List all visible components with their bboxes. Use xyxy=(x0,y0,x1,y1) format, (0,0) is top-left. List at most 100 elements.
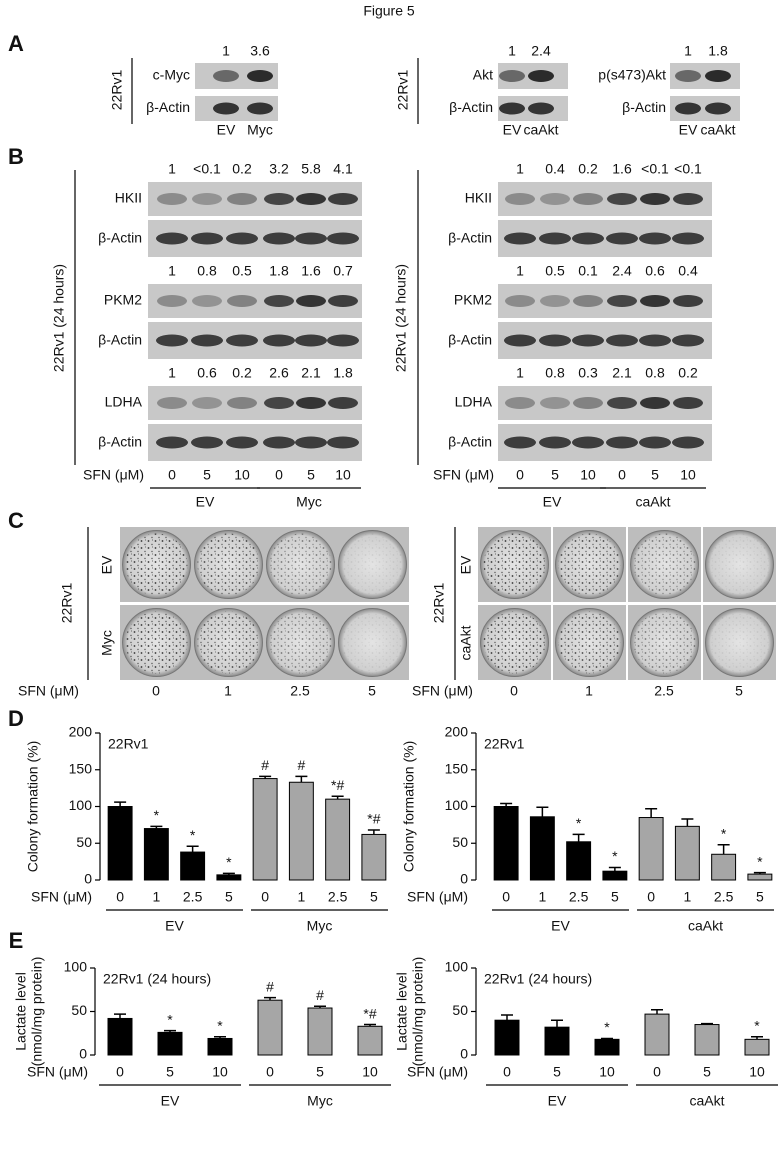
bar xyxy=(566,841,592,881)
band xyxy=(226,334,258,347)
bar xyxy=(257,999,283,1056)
band xyxy=(672,436,704,449)
band xyxy=(156,232,188,245)
quantity: 1.8 xyxy=(333,365,353,381)
loading-control: β-Actin xyxy=(98,434,142,450)
band xyxy=(157,295,187,307)
band xyxy=(327,334,359,347)
x-tick-label: 5 xyxy=(703,1064,711,1080)
band xyxy=(673,193,703,205)
band xyxy=(573,193,603,205)
x-tick-label: 0 xyxy=(502,889,510,905)
error-bar xyxy=(536,806,549,817)
band xyxy=(505,193,535,205)
quantity: 0.2 xyxy=(232,365,252,381)
error-bar xyxy=(500,802,513,807)
colonies xyxy=(558,533,621,596)
band xyxy=(227,295,257,307)
band xyxy=(192,397,222,409)
quantity: <0.1 xyxy=(641,161,669,177)
dose: 5 xyxy=(551,467,559,483)
error-bar xyxy=(259,775,272,779)
band xyxy=(264,295,294,307)
quantity: 1.6 xyxy=(301,263,321,279)
bar xyxy=(361,833,387,881)
x-axis-label: SFN (μM) xyxy=(407,1064,468,1080)
band xyxy=(499,102,525,115)
y-tick-label: 200 xyxy=(445,724,469,740)
dose: 0 xyxy=(510,683,518,699)
band xyxy=(328,397,358,409)
dose: 0 xyxy=(168,467,176,483)
colonies xyxy=(269,611,332,674)
bar xyxy=(711,853,737,881)
x-axis-label: SFN (μM) xyxy=(407,889,468,905)
dose-label: SFN (μM) xyxy=(433,467,494,483)
protein-label: LDHA xyxy=(455,394,493,410)
bar xyxy=(638,817,664,881)
significance-mark: * xyxy=(754,1017,760,1033)
bar xyxy=(494,1019,520,1056)
error-bar xyxy=(314,1005,326,1009)
x-tick-label: 1 xyxy=(683,889,691,905)
x-tick-label: 2.5 xyxy=(569,889,589,905)
significance-mark: * xyxy=(721,825,727,841)
y-axis-label: Lactate level xyxy=(13,972,29,1051)
quantity: 3.6 xyxy=(250,43,270,59)
error-bar xyxy=(295,775,308,783)
group-label: EV xyxy=(551,918,570,934)
quantity: 0.6 xyxy=(197,365,217,381)
band xyxy=(213,70,239,82)
colonies xyxy=(125,611,188,674)
lane-label: EV xyxy=(503,122,522,138)
error-bar xyxy=(186,845,199,853)
quantity: 3.2 xyxy=(269,161,289,177)
group-label: EV xyxy=(161,1093,180,1109)
quantity: 1 xyxy=(222,43,230,59)
quantity: <0.1 xyxy=(674,161,702,177)
panel-text: 22Rv1 (24 hours) xyxy=(103,971,211,987)
band xyxy=(227,193,257,205)
band xyxy=(247,102,273,115)
significance-mark: *# xyxy=(363,1005,376,1021)
quantity: 1 xyxy=(168,161,176,177)
cell-line: 22Rv1 (24 hours) xyxy=(393,264,409,372)
dose: 1 xyxy=(585,683,593,699)
y-tick-label: 100 xyxy=(445,959,469,975)
quantity: 0.8 xyxy=(197,263,217,279)
y-tick-label: 0 xyxy=(460,1046,468,1062)
loading-control: β-Actin xyxy=(98,332,142,348)
panel-label: D xyxy=(8,706,24,731)
significance-mark: * xyxy=(167,1011,173,1027)
protein-label: PKM2 xyxy=(104,292,142,308)
y-tick-label: 50 xyxy=(71,1002,87,1018)
error-bar xyxy=(367,829,380,835)
colonies xyxy=(633,611,696,674)
quantity: 2.4 xyxy=(531,43,551,59)
significance-mark: * xyxy=(226,854,232,870)
error-bar xyxy=(114,1013,126,1019)
colonies xyxy=(125,533,188,596)
row-label: caAkt xyxy=(458,625,474,660)
dose: 5 xyxy=(203,467,211,483)
quantity: 4.1 xyxy=(333,161,353,177)
error-bar xyxy=(364,1023,376,1027)
x-axis-label: SFN (μM) xyxy=(27,1064,88,1080)
y-tick-label: 100 xyxy=(69,797,93,813)
band xyxy=(192,193,222,205)
x-tick-label: 0 xyxy=(653,1064,661,1080)
band xyxy=(540,193,570,205)
dose: 0 xyxy=(516,467,524,483)
error-bar xyxy=(645,807,658,818)
y-tick-label: 50 xyxy=(452,834,468,850)
blot xyxy=(148,386,362,420)
band xyxy=(640,193,670,205)
error-bar xyxy=(214,1035,226,1039)
band xyxy=(539,436,571,449)
band xyxy=(573,397,603,409)
lane-label: caAkt xyxy=(700,122,735,138)
quantity: 0.2 xyxy=(578,161,598,177)
band xyxy=(505,295,535,307)
quantity: 1.8 xyxy=(708,43,728,59)
quantity: 2.1 xyxy=(301,365,321,381)
